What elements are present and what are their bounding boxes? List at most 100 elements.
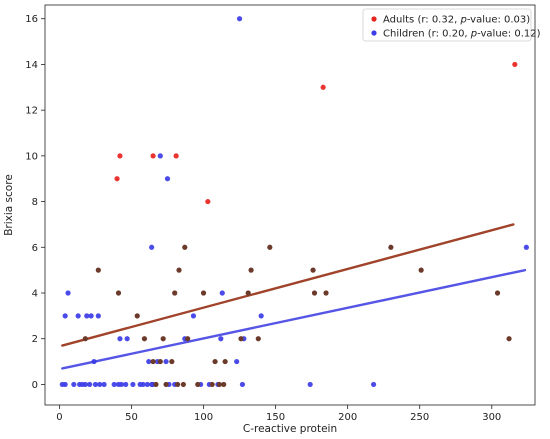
overlap-point-8 <box>160 336 166 342</box>
plot-frame <box>44 4 536 406</box>
series-0-point-6 <box>512 61 518 68</box>
overlap-point-19 <box>209 381 215 388</box>
series-1-point-14 <box>95 313 101 319</box>
y-tick-label-3: 6 <box>32 243 38 254</box>
overlap-point-15 <box>182 244 188 250</box>
y-tick-label-0: 0 <box>32 380 38 391</box>
series-1-point-11 <box>88 313 94 319</box>
series-1-point-26 <box>144 381 150 388</box>
series-1-point-32 <box>157 153 163 159</box>
overlap-point-2 <box>115 290 122 296</box>
series-0-point-0 <box>114 176 120 182</box>
series-1-point-12 <box>91 358 97 365</box>
series-1-point-48 <box>258 313 264 319</box>
overlap-point-26 <box>248 267 254 273</box>
y-tick-label-4: 8 <box>32 197 38 208</box>
y-ticks: 0 2 4 6 8 10 12 14 16 <box>25 14 45 391</box>
overlap-point-33 <box>418 267 424 273</box>
overlap-point-3 <box>134 313 140 319</box>
series-1-point-13 <box>92 381 99 388</box>
y-tick-label-8: 16 <box>25 14 38 25</box>
series-1-point-10 <box>87 381 93 388</box>
overlap-point-35 <box>506 336 512 342</box>
series-1-point-16 <box>101 381 107 388</box>
series-1-point-38 <box>190 313 197 319</box>
overlap-point-21 <box>216 381 222 388</box>
series-0-point-4 <box>205 198 211 205</box>
series-1-point-43 <box>219 290 225 296</box>
series-0-point-2 <box>150 153 156 159</box>
y-axis-label: Brixia score <box>3 174 15 236</box>
overlap-point-16 <box>185 336 191 342</box>
series-1-point-50 <box>370 381 377 388</box>
series-1-point-27 <box>146 358 152 365</box>
overlap-point-22 <box>221 381 227 388</box>
overlap-point-13 <box>176 267 182 273</box>
overlap-point-30 <box>311 290 318 296</box>
overlap-point-14 <box>180 381 186 388</box>
legend-marker-0 <box>371 16 377 22</box>
series-1-point-15 <box>97 381 103 388</box>
series-1-point-19 <box>117 336 123 342</box>
series-0-point-3 <box>173 153 179 159</box>
series-1-point-3 <box>65 290 71 296</box>
x-tick-label-2: 100 <box>194 412 213 423</box>
series-1-point-8 <box>82 381 88 388</box>
series-1-point-22 <box>124 336 130 342</box>
series-0-point-5 <box>320 84 326 90</box>
y-tick-label-7: 14 <box>25 60 38 71</box>
y-tick-label-5: 10 <box>25 151 38 162</box>
series-1-point-46 <box>239 381 246 388</box>
x-axis-label: C-reactive protein <box>243 423 337 435</box>
y-tick-label-2: 4 <box>32 289 38 300</box>
series-1-point-2 <box>62 313 68 319</box>
series-1-point-1 <box>62 381 68 388</box>
legend-marker-1 <box>371 30 377 36</box>
trend-line-1 <box>61 268 527 370</box>
overlap-point-1 <box>95 267 101 273</box>
trend-line-0 <box>61 223 515 347</box>
overlap-point-25 <box>245 290 251 296</box>
overlap-point-34 <box>494 290 501 296</box>
x-tick-label-4: 200 <box>338 412 357 423</box>
overlap-point-5 <box>150 358 156 365</box>
series-1-point-49 <box>307 381 313 388</box>
series-1-point-42 <box>218 336 224 342</box>
series-1-point-4 <box>71 381 77 388</box>
series-0-point-1 <box>117 153 123 159</box>
overlap-point-27 <box>255 336 261 342</box>
series-1-point-17 <box>111 381 117 388</box>
series-1-point-5 <box>75 313 81 319</box>
overlap-point-18 <box>200 290 207 296</box>
x-tick-label-5: 250 <box>410 412 429 423</box>
series-1-point-34 <box>164 176 171 182</box>
trend-lines <box>61 223 527 370</box>
series-1-point-23 <box>130 381 136 388</box>
overlap-point-9 <box>163 381 169 388</box>
y-tick-label-1: 2 <box>32 334 38 345</box>
x-tick-label-0: 0 <box>56 412 62 423</box>
overlap-point-17 <box>195 381 201 388</box>
series-1-point-33 <box>163 358 169 365</box>
x-ticks: 0 50 100 150 200 250 300 <box>56 405 501 423</box>
legend: Adults (r: 0.32, p-value: 0.03) Children … <box>362 8 541 42</box>
overlap-point-28 <box>267 244 273 250</box>
legend-label-0: Adults (r: 0.32, p-value: 0.03) <box>383 15 530 26</box>
overlap-point-7 <box>157 358 163 365</box>
overlap-point-20 <box>212 358 218 365</box>
legend-box <box>362 8 532 42</box>
overlap-point-23 <box>222 358 228 365</box>
series-1-point-51 <box>523 244 529 250</box>
overlap-point-24 <box>238 336 244 342</box>
series-1-point-25 <box>140 381 146 388</box>
y-tick-label-6: 12 <box>25 106 38 117</box>
overlap-point-29 <box>310 267 316 273</box>
overlap-point-0 <box>82 336 88 342</box>
overlap-point-10 <box>169 358 175 365</box>
overlap-point-4 <box>141 336 148 342</box>
x-tick-label-6: 300 <box>482 412 501 423</box>
overlap-point-32 <box>388 244 394 250</box>
legend-label-1: Children (r: 0.20, p-value: 0.12) <box>383 29 541 40</box>
overlap-point-12 <box>174 381 181 388</box>
